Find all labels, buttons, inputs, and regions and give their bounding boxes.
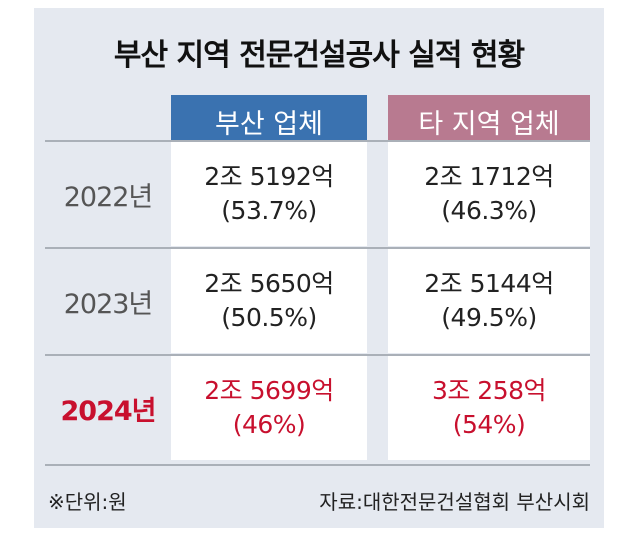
busan-cell: 2조 5192억 (53.7%) bbox=[171, 142, 367, 246]
amount: 3조 258억 bbox=[431, 376, 547, 405]
unit-note: ※단위:원 bbox=[48, 490, 127, 514]
table-row-highlight: 2024년 2조 5699억 (46%) 3조 258억 (54%) bbox=[45, 354, 590, 460]
amount: 2조 1712억 bbox=[424, 162, 554, 191]
divider bbox=[45, 464, 590, 466]
share: (54%) bbox=[452, 410, 526, 439]
share: (46.3%) bbox=[441, 196, 537, 225]
year-label: 2024년 bbox=[60, 395, 157, 427]
amount: 2조 5650억 bbox=[204, 269, 334, 298]
column-header-busan: 부산 업체 bbox=[171, 95, 367, 148]
busan-cell: 2조 5650억 (50.5%) bbox=[171, 249, 367, 353]
other-cell: 3조 258억 (54%) bbox=[388, 356, 590, 460]
other-cell: 2조 5144억 (49.5%) bbox=[388, 249, 590, 353]
share: (53.7%) bbox=[221, 196, 317, 225]
other-cell: 2조 1712억 (46.3%) bbox=[388, 142, 590, 246]
source-note: 자료:대한전문건설협회 부산시회 bbox=[319, 490, 590, 514]
amount: 2조 5192억 bbox=[204, 162, 334, 191]
year-label: 2023년 bbox=[63, 288, 154, 320]
share: (50.5%) bbox=[221, 303, 317, 332]
amount: 2조 5144억 bbox=[424, 269, 554, 298]
column-header-other: 타 지역 업체 bbox=[388, 95, 590, 148]
busan-cell: 2조 5699억 (46%) bbox=[171, 356, 367, 460]
share: (46%) bbox=[232, 410, 306, 439]
share: (49.5%) bbox=[441, 303, 537, 332]
infographic-panel: 부산 지역 전문건설공사 실적 현황 부산 업체 타 지역 업체 2022년 2… bbox=[34, 8, 604, 528]
year-label: 2022년 bbox=[63, 181, 154, 213]
table-row: 2023년 2조 5650억 (50.5%) 2조 5144억 (49.5%) bbox=[45, 247, 590, 353]
amount: 2조 5699억 bbox=[204, 376, 334, 405]
title: 부산 지역 전문건설공사 실적 현황 bbox=[113, 38, 525, 73]
table-row: 2022년 2조 5192억 (53.7%) 2조 1712억 (46.3%) bbox=[45, 140, 590, 246]
